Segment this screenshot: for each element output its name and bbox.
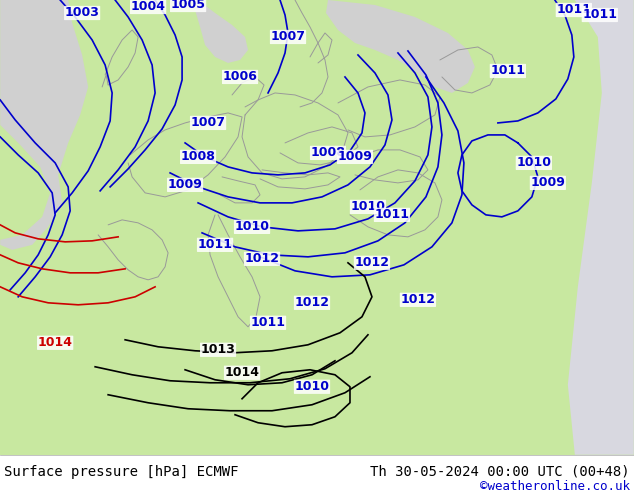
Text: 1014: 1014 — [224, 366, 259, 379]
Text: 1003: 1003 — [65, 6, 100, 20]
Polygon shape — [326, 0, 475, 93]
Text: 1009: 1009 — [167, 178, 202, 192]
Text: 1004: 1004 — [131, 0, 165, 14]
Polygon shape — [568, 0, 634, 455]
Text: 1009: 1009 — [337, 150, 372, 163]
Text: 1010: 1010 — [351, 200, 385, 213]
Polygon shape — [0, 0, 634, 455]
Text: 1014: 1014 — [37, 336, 73, 349]
Text: 1012: 1012 — [354, 256, 389, 270]
Text: 1011: 1011 — [490, 65, 526, 77]
Text: 1012: 1012 — [295, 296, 330, 309]
Text: 1007: 1007 — [271, 30, 306, 44]
Polygon shape — [195, 0, 248, 63]
Text: 1006: 1006 — [223, 71, 257, 83]
Text: 1011: 1011 — [582, 8, 618, 22]
Text: ©weatheronline.co.uk: ©weatheronline.co.uk — [480, 480, 630, 490]
Text: 1011: 1011 — [250, 317, 285, 329]
Polygon shape — [0, 0, 88, 250]
Text: 1005: 1005 — [171, 0, 205, 11]
Text: 1011: 1011 — [557, 3, 592, 17]
Text: 1010: 1010 — [235, 220, 269, 233]
Text: 1010: 1010 — [295, 380, 330, 393]
Text: 1011: 1011 — [198, 238, 233, 251]
Text: 1011: 1011 — [375, 208, 410, 221]
Text: 1008: 1008 — [311, 147, 346, 159]
Text: 1008: 1008 — [181, 150, 216, 163]
Text: Th 30-05-2024 00:00 UTC (00+48): Th 30-05-2024 00:00 UTC (00+48) — [370, 465, 630, 479]
Text: 1013: 1013 — [200, 343, 235, 356]
Text: Surface pressure [hPa] ECMWF: Surface pressure [hPa] ECMWF — [4, 465, 238, 479]
Text: 1010: 1010 — [516, 156, 552, 170]
Text: 1009: 1009 — [531, 176, 566, 190]
Text: 1007: 1007 — [191, 117, 226, 129]
Text: 1012: 1012 — [245, 252, 280, 266]
Text: 1012: 1012 — [401, 294, 436, 306]
